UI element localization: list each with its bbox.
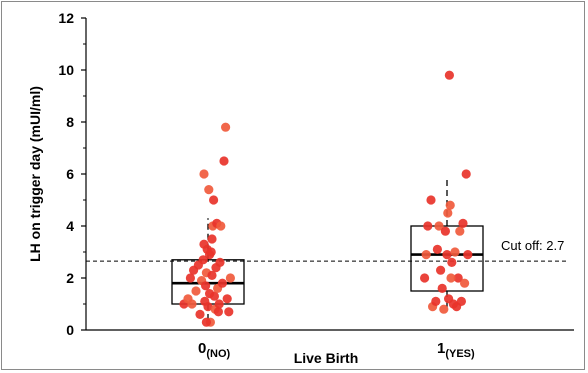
x-category-label: 0(NO) bbox=[198, 340, 231, 360]
data-point bbox=[434, 221, 444, 231]
data-point bbox=[221, 122, 231, 132]
data-point bbox=[458, 218, 468, 228]
data-point bbox=[426, 195, 436, 205]
y-tick-label: 0 bbox=[66, 322, 74, 338]
data-point bbox=[440, 226, 450, 236]
data-points bbox=[179, 70, 473, 327]
data-point bbox=[431, 296, 441, 306]
data-point bbox=[206, 247, 216, 257]
data-point bbox=[204, 185, 214, 195]
data-point bbox=[436, 265, 446, 275]
cutoff-label: Cut off: 2.7 bbox=[501, 238, 564, 253]
x-category-label: 1(YES) bbox=[437, 340, 475, 360]
data-point bbox=[450, 247, 460, 257]
data-point bbox=[216, 221, 226, 231]
y-axis-title: LH on trigger day (mUI/ml) bbox=[27, 86, 43, 262]
data-point bbox=[222, 294, 232, 304]
data-point bbox=[446, 273, 456, 283]
data-point bbox=[214, 299, 224, 309]
data-point bbox=[195, 309, 205, 319]
data-point bbox=[191, 286, 201, 296]
y-tick-label: 4 bbox=[66, 218, 74, 234]
data-point bbox=[463, 250, 473, 260]
data-point bbox=[461, 169, 471, 179]
data-point bbox=[445, 200, 455, 210]
data-point bbox=[201, 317, 211, 327]
y-tick-label: 12 bbox=[58, 10, 74, 26]
y-tick-label: 8 bbox=[66, 114, 74, 130]
data-point bbox=[456, 296, 466, 306]
data-point bbox=[213, 307, 223, 317]
category-main: 1 bbox=[437, 340, 445, 357]
data-point bbox=[439, 304, 449, 314]
data-point bbox=[198, 255, 208, 265]
data-point bbox=[432, 244, 442, 254]
data-point bbox=[460, 278, 470, 288]
data-point bbox=[453, 273, 463, 283]
data-point bbox=[444, 70, 454, 80]
data-point bbox=[207, 270, 217, 280]
data-point bbox=[447, 257, 457, 267]
data-point bbox=[207, 234, 217, 244]
y-tick-label: 10 bbox=[58, 62, 74, 78]
data-point bbox=[224, 307, 234, 317]
category-sub: (YES) bbox=[445, 348, 475, 360]
x-axis-title: Live Birth bbox=[294, 350, 359, 366]
cutoff-layer: Cut off: 2.7 bbox=[86, 238, 567, 262]
data-point bbox=[420, 273, 430, 283]
data-point bbox=[437, 283, 447, 293]
y-axis-ticks: 0 2 4 6 8 10 12 bbox=[58, 10, 86, 338]
data-point bbox=[203, 302, 213, 312]
category-main: 0 bbox=[198, 340, 206, 357]
data-point bbox=[209, 195, 219, 205]
data-point bbox=[421, 250, 431, 260]
category-sub: (NO) bbox=[206, 348, 230, 360]
data-point bbox=[423, 221, 433, 231]
iqr-box bbox=[410, 225, 484, 292]
data-point bbox=[199, 169, 209, 179]
x-axis-categories: 0(NO) 1(YES) bbox=[198, 340, 475, 360]
data-point bbox=[442, 250, 452, 260]
data-point bbox=[455, 226, 465, 236]
data-point bbox=[187, 299, 197, 309]
data-point bbox=[209, 291, 219, 301]
y-tick-label: 2 bbox=[66, 270, 74, 286]
data-point bbox=[225, 273, 235, 283]
data-point bbox=[443, 208, 453, 218]
data-point bbox=[201, 281, 211, 291]
data-point bbox=[215, 257, 225, 267]
y-tick-label: 6 bbox=[66, 166, 74, 182]
data-point bbox=[185, 273, 195, 283]
data-point bbox=[219, 156, 229, 166]
data-point bbox=[217, 278, 227, 288]
